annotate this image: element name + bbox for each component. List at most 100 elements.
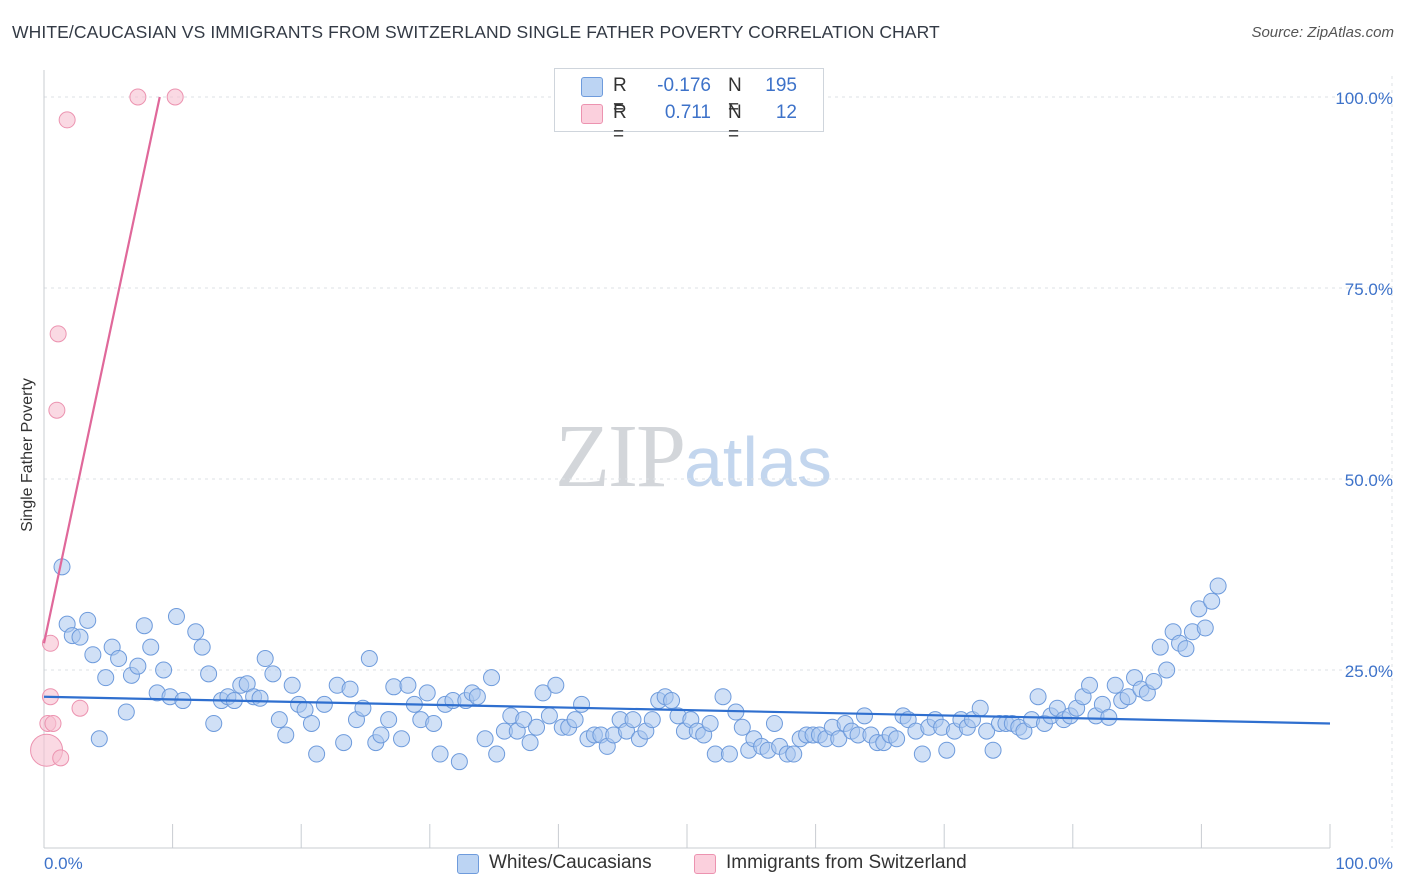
trend-line-whites	[43, 695, 1331, 725]
legend-r-label: R =	[613, 75, 627, 118]
data-point-whites	[765, 714, 783, 732]
y-tick-label: 100.0%	[1335, 89, 1393, 108]
data-point-whites	[431, 745, 449, 763]
watermark-zip: ZIP	[555, 407, 686, 506]
data-point-whites	[978, 722, 996, 740]
data-point-whites	[117, 703, 135, 721]
data-point-whites	[714, 688, 732, 706]
data-point-whites	[71, 628, 89, 646]
data-point-whites	[1119, 688, 1137, 706]
data-point-whites	[1151, 638, 1169, 656]
legend-swatch-blue	[457, 854, 479, 874]
data-point-whites	[385, 678, 403, 696]
legend-n-label: N =	[728, 75, 742, 118]
x-tick-label-min: 0.0%	[44, 854, 83, 873]
data-point-immigrants	[52, 749, 70, 767]
data-point-whites	[393, 730, 411, 748]
legend-r-value: -0.176	[657, 75, 711, 96]
data-point-whites	[488, 745, 506, 763]
data-point-whites	[193, 638, 211, 656]
data-point-whites	[1177, 640, 1195, 658]
data-point-whites	[938, 741, 956, 759]
data-point-whites	[200, 665, 218, 683]
data-point-whites	[483, 669, 501, 687]
legend-swatch-pink	[694, 854, 716, 874]
trend-lines	[42, 96, 1331, 725]
data-point-whites	[1196, 619, 1214, 637]
data-point-whites	[913, 745, 931, 763]
chart-title: WHITE/CAUCASIAN VS IMMIGRANTS FROM SWITZ…	[12, 22, 940, 42]
data-point-whites	[624, 711, 642, 729]
data-point-whites	[573, 695, 591, 713]
data-point-whites	[785, 745, 803, 763]
data-point-whites	[984, 741, 1002, 759]
legend-r-label: R =	[613, 102, 627, 145]
data-point-whites	[155, 661, 173, 679]
data-point-whites	[372, 726, 390, 744]
data-point-immigrants	[41, 634, 59, 652]
data-point-whites	[1209, 577, 1227, 595]
data-point-whites	[142, 638, 160, 656]
data-point-whites	[1081, 676, 1099, 694]
data-point-whites	[476, 730, 494, 748]
legend-n-value: 195	[765, 75, 797, 96]
correlation-legend: R = -0.176 N = 195 R = 0.711 N = 12	[554, 68, 824, 145]
data-point-whites	[399, 676, 417, 694]
data-point-whites	[1203, 592, 1221, 610]
data-point-whites	[540, 707, 558, 725]
data-point-whites	[302, 714, 320, 732]
data-point-whites	[733, 718, 751, 736]
trend-line-immigrants	[42, 96, 161, 644]
data-point-whites	[425, 714, 443, 732]
legend-r-value: 0.711	[664, 102, 711, 123]
data-point-whites	[534, 684, 552, 702]
bottom-legend-label: Whites/Caucasians	[489, 852, 652, 873]
data-point-whites	[1145, 672, 1163, 690]
data-point-whites	[515, 711, 533, 729]
data-point-whites	[566, 711, 584, 729]
source-label: Source: ZipAtlas.com	[1251, 24, 1394, 41]
data-point-whites	[84, 646, 102, 664]
data-point-whites	[547, 676, 565, 694]
watermark: ZIPatlas	[555, 405, 832, 508]
data-point-whites	[663, 692, 681, 710]
data-point-whites	[855, 707, 873, 725]
data-point-whites	[701, 714, 719, 732]
legend-swatch-blue	[581, 77, 603, 97]
data-point-whites	[888, 730, 906, 748]
data-point-whites	[450, 753, 468, 771]
data-point-whites	[129, 657, 147, 675]
data-point-whites	[1190, 600, 1208, 618]
data-point-whites	[264, 665, 282, 683]
legend-n-value: 12	[775, 102, 797, 123]
legend-n-label: N =	[728, 102, 742, 145]
data-point-whites	[341, 680, 359, 698]
data-point-whites	[308, 745, 326, 763]
watermark-atlas: atlas	[684, 423, 832, 501]
data-point-whites	[720, 745, 738, 763]
data-point-immigrants	[71, 699, 89, 717]
data-point-whites	[706, 745, 724, 763]
data-point-whites	[205, 714, 223, 732]
data-point-whites	[971, 699, 989, 717]
data-point-whites	[360, 650, 378, 668]
data-point-whites	[283, 676, 301, 694]
data-point-whites	[1029, 688, 1047, 706]
y-tick-label: 50.0%	[1345, 471, 1393, 490]
series-whites-points	[53, 558, 1227, 771]
data-point-whites	[643, 711, 661, 729]
data-point-whites	[528, 718, 546, 736]
data-point-whites	[167, 608, 185, 626]
legend-swatch-pink	[581, 104, 603, 124]
data-point-whites	[1106, 676, 1124, 694]
data-point-whites	[97, 669, 115, 687]
data-point-whites	[468, 688, 486, 706]
data-point-immigrants	[129, 88, 147, 106]
data-point-whites	[830, 730, 848, 748]
data-point-whites	[335, 734, 353, 752]
data-point-whites	[1100, 708, 1118, 726]
data-point-whites	[187, 623, 205, 641]
data-point-whites	[521, 734, 539, 752]
data-point-whites	[256, 650, 274, 668]
